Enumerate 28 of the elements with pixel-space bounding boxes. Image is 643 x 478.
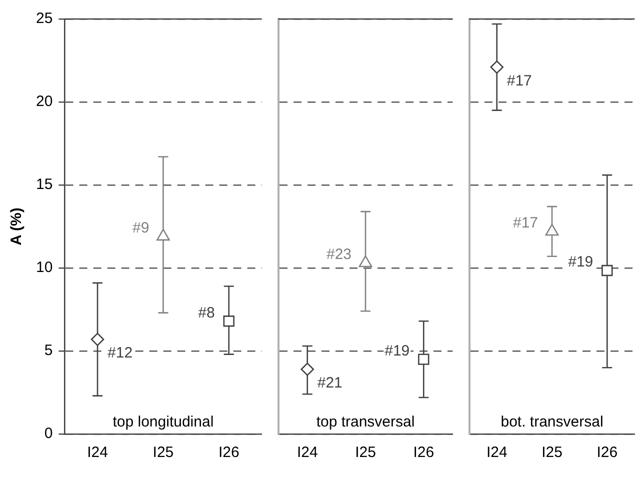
y-tick-label: 20: [36, 93, 53, 110]
annotation: #23: [326, 246, 352, 264]
annotation: #8: [198, 304, 215, 322]
y-tick-label: 5: [44, 342, 53, 360]
annotation: #17: [512, 214, 538, 232]
annotation: bot. transversal: [500, 414, 604, 431]
x-tick-label: I24: [87, 444, 108, 462]
annotation: #21: [317, 374, 342, 392]
annotation: top transversal: [316, 414, 415, 431]
x-tick-label: I24: [296, 444, 318, 462]
y-tick-label: 0: [44, 425, 53, 442]
annotation: #17: [506, 72, 532, 90]
y-tick-label: 25: [36, 10, 53, 28]
x-tick-label: I24: [486, 444, 508, 462]
y-tick-label: 15: [36, 176, 53, 194]
x-tick-label: I26: [413, 444, 434, 462]
annotation: #12: [108, 344, 133, 362]
y-tick-label: 10: [36, 259, 53, 276]
x-tick-label: I25: [542, 444, 562, 462]
annotation: top longitudinal: [112, 414, 214, 431]
annotation: #19: [384, 342, 410, 360]
x-tick-label: I26: [218, 444, 240, 462]
x-tick-label: I26: [596, 444, 618, 462]
annotation: #9: [132, 220, 150, 237]
x-tick-label: I25: [355, 444, 376, 462]
x-tick-label: I25: [152, 444, 174, 462]
annotation: #19: [568, 254, 594, 271]
y-axis-title: A (%): [8, 208, 26, 246]
